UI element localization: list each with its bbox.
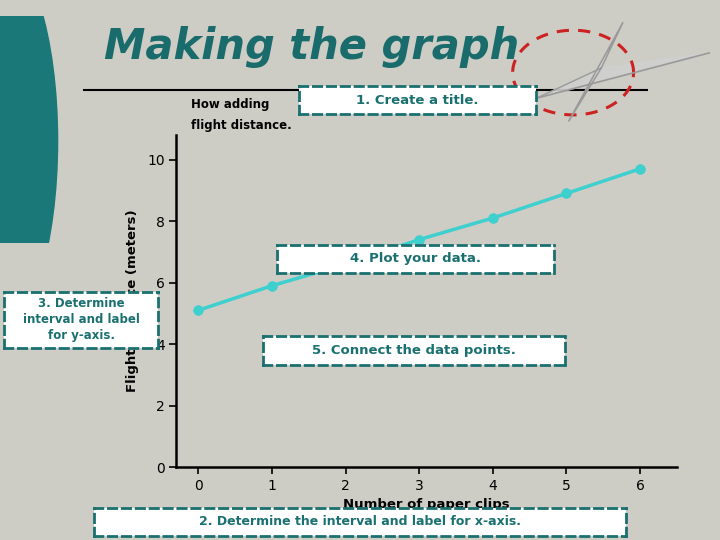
- X-axis label: Number of paper clips: Number of paper clips: [343, 498, 510, 511]
- Y-axis label: Flight Distance (meters): Flight Distance (meters): [125, 210, 139, 393]
- Text: 1. Create a title.: 1. Create a title.: [356, 94, 479, 107]
- Polygon shape: [569, 23, 623, 121]
- Text: 5. Connect the data points.: 5. Connect the data points.: [312, 344, 516, 357]
- Text: flight distance.: flight distance.: [191, 118, 292, 132]
- Text: 3. Determine
interval and label
for y-axis.: 3. Determine interval and label for y-ax…: [22, 298, 140, 342]
- Text: Making the graph: Making the graph: [104, 26, 519, 68]
- Text: 2. Determine the interval and label for x-axis.: 2. Determine the interval and label for …: [199, 515, 521, 528]
- Polygon shape: [536, 53, 709, 98]
- Circle shape: [0, 0, 58, 334]
- Text: How adding: How adding: [191, 98, 269, 111]
- Text: 4. Plot your data.: 4. Plot your data.: [351, 252, 481, 265]
